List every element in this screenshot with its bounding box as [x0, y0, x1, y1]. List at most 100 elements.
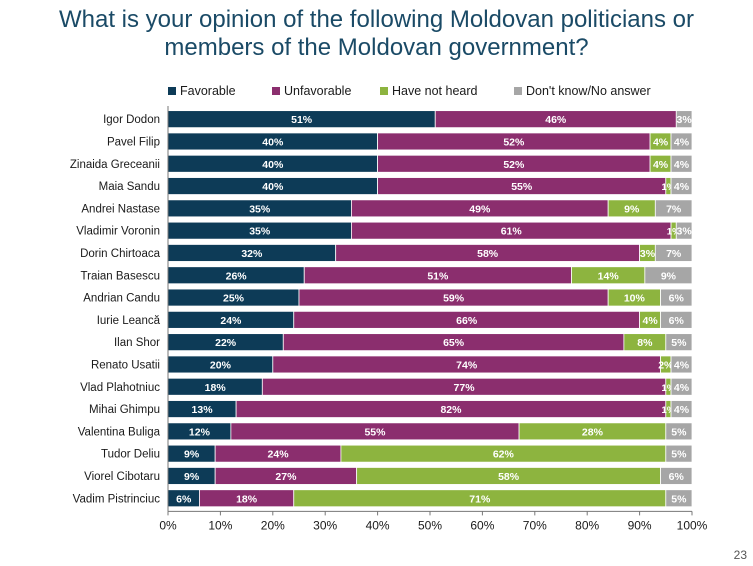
data-label-don-t-know-no-answer-ilan-shor: 5%	[671, 337, 687, 349]
category-label-ilan-shor: Ilan Shor	[114, 337, 160, 349]
legend-item-unfavorable: Unfavorable	[272, 84, 351, 98]
data-label-unfavorable-valentina-buliga: 55%	[364, 426, 386, 438]
data-label-have-not-heard-maia-sandu: 1%	[662, 182, 676, 193]
data-label-have-not-heard-valentina-buliga: 28%	[582, 426, 604, 438]
data-label-unfavorable-andrian-candu: 59%	[443, 293, 465, 305]
bar-don-t-know-no-answer-pavel-filip	[670, 132, 693, 151]
data-label-have-not-heard-pavel-filip: 4%	[653, 136, 669, 148]
x-tick-label-0: 0%	[159, 518, 177, 532]
data-label-don-t-know-no-answer-mihai-ghimpu: 4%	[674, 404, 690, 416]
category-label-vlad-plahotniuc: Vlad Plahotniuc	[80, 382, 160, 394]
legend-swatch-have-not-heard	[380, 87, 388, 95]
bar-don-t-know-no-answer-ilan-shor	[665, 333, 693, 352]
legend-swatch-unfavorable	[272, 87, 280, 95]
data-label-don-t-know-no-answer-viorel-cibotaru: 6%	[669, 471, 685, 483]
legend-item-don-t-know-no-answer: Don't know/No answer	[514, 84, 651, 98]
bar-don-t-know-no-answer-renato-usatii	[670, 355, 693, 374]
data-label-favorable-iurie-leanc: 24%	[220, 315, 242, 327]
category-label-pavel-filip: Pavel Filip	[107, 136, 160, 148]
data-label-have-not-heard-vadim-pistrinciuc: 71%	[469, 493, 491, 505]
legend-swatch-don-t-know-no-answer	[514, 87, 522, 95]
data-label-don-t-know-no-answer-andrian-candu: 6%	[669, 293, 685, 305]
data-label-unfavorable-andrei-nastase: 49%	[469, 203, 491, 215]
x-tick-label-80: 80%	[575, 518, 599, 532]
bar-don-t-know-no-answer-igor-dodon	[675, 110, 693, 129]
data-label-favorable-vlad-plahotniuc: 18%	[205, 382, 227, 394]
data-label-unfavorable-zinaida-greceanii: 52%	[503, 159, 525, 171]
category-label-tudor-deliu: Tudor Deliu	[101, 449, 160, 461]
data-label-don-t-know-no-answer-andrei-nastase: 7%	[666, 203, 682, 215]
data-label-have-not-heard-zinaida-greceanii: 4%	[653, 159, 669, 171]
legend-item-have-not-heard: Have not heard	[380, 84, 477, 98]
data-label-unfavorable-maia-sandu: 55%	[511, 181, 533, 193]
data-label-have-not-heard-andrian-candu: 10%	[624, 293, 646, 305]
x-tick-label-30: 30%	[313, 518, 337, 532]
data-label-favorable-maia-sandu: 40%	[262, 181, 284, 193]
data-label-favorable-ilan-shor: 22%	[215, 337, 237, 349]
bar-don-t-know-no-answer-andrei-nastase	[654, 199, 693, 218]
category-label-vladimir-voronin: Vladimir Voronin	[76, 226, 160, 238]
data-label-unfavorable-iurie-leanc: 66%	[456, 315, 478, 327]
category-label-igor-dodon: Igor Dodon	[103, 114, 160, 126]
legend-label-favorable: Favorable	[180, 84, 236, 98]
bar-don-t-know-no-answer-traian-basescu	[644, 266, 693, 285]
category-label-viorel-cibotaru: Viorel Cibotaru	[84, 471, 160, 483]
category-label-vadim-pistrinciuc: Vadim Pistrinciuc	[73, 493, 161, 505]
bar-don-t-know-no-answer-vlad-plahotniuc	[670, 377, 693, 396]
data-label-favorable-zinaida-greceanii: 40%	[262, 159, 284, 171]
legend-swatch-favorable	[168, 87, 176, 95]
data-label-have-not-heard-tudor-deliu: 62%	[493, 449, 515, 461]
legend-item-favorable: Favorable	[168, 84, 236, 98]
data-label-don-t-know-no-answer-vlad-plahotniuc: 4%	[674, 382, 690, 394]
bar-don-t-know-no-answer-mihai-ghimpu	[670, 400, 693, 418]
data-label-unfavorable-dorin-chirtoaca: 58%	[477, 248, 499, 260]
data-label-unfavorable-ilan-shor: 65%	[443, 337, 465, 349]
bar-don-t-know-no-answer-dorin-chirtoaca	[654, 244, 693, 262]
bar-don-t-know-no-answer-iurie-leanc	[660, 310, 693, 329]
data-label-unfavorable-mihai-ghimpu: 82%	[440, 404, 462, 416]
data-label-don-t-know-no-answer-valentina-buliga: 5%	[671, 426, 687, 438]
data-label-have-not-heard-viorel-cibotaru: 58%	[498, 471, 520, 483]
data-label-have-not-heard-traian-basescu: 14%	[598, 270, 620, 282]
data-label-don-t-know-no-answer-iurie-leanc: 6%	[669, 315, 685, 327]
data-label-don-t-know-no-answer-traian-basescu: 9%	[661, 270, 677, 282]
legend-label-have-not-heard: Have not heard	[392, 84, 478, 98]
data-label-don-t-know-no-answer-vladimir-voronin: 3%	[677, 226, 693, 238]
data-label-favorable-mihai-ghimpu: 13%	[192, 404, 214, 416]
data-label-have-not-heard-renato-usatii: 2%	[658, 359, 674, 371]
bar-don-t-know-no-answer-zinaida-greceanii	[670, 154, 693, 173]
category-label-andrei-nastase: Andrei Nastase	[81, 203, 160, 215]
category-label-mihai-ghimpu: Mihai Ghimpu	[89, 404, 160, 416]
data-label-have-not-heard-vladimir-voronin: 1%	[667, 227, 681, 238]
category-label-traian-basescu: Traian Basescu	[81, 270, 160, 282]
data-label-have-not-heard-ilan-shor: 8%	[637, 337, 653, 349]
data-label-favorable-traian-basescu: 26%	[226, 270, 248, 282]
chart-title: What is your opinion of the following Mo…	[0, 6, 753, 62]
x-tick-label-90: 90%	[628, 518, 652, 532]
category-label-maia-sandu: Maia Sandu	[99, 181, 160, 193]
bar-don-t-know-no-answer-vladimir-voronin	[675, 221, 693, 240]
bar-don-t-know-no-answer-valentina-buliga	[665, 422, 693, 441]
x-tick-label-60: 60%	[470, 518, 494, 532]
x-tick-label-50: 50%	[418, 518, 442, 532]
data-label-don-t-know-no-answer-zinaida-greceanii: 4%	[674, 159, 690, 171]
data-label-favorable-viorel-cibotaru: 9%	[184, 471, 200, 483]
category-label-renato-usatii: Renato Usatii	[91, 359, 160, 371]
bar-don-t-know-no-answer-andrian-candu	[660, 288, 693, 307]
data-label-favorable-valentina-buliga: 12%	[189, 426, 211, 438]
data-label-don-t-know-no-answer-tudor-deliu: 5%	[671, 449, 687, 461]
data-label-don-t-know-no-answer-pavel-filip: 4%	[674, 136, 690, 148]
data-label-unfavorable-vadim-pistrinciuc: 18%	[236, 493, 258, 505]
data-label-unfavorable-vladimir-voronin: 61%	[501, 226, 523, 238]
category-label-andrian-candu: Andrian Candu	[83, 293, 160, 305]
data-label-don-t-know-no-answer-maia-sandu: 4%	[674, 181, 690, 193]
data-label-favorable-pavel-filip: 40%	[262, 136, 284, 148]
x-tick-label-100: 100%	[677, 518, 708, 532]
data-label-favorable-tudor-deliu: 9%	[184, 449, 200, 461]
category-label-iurie-leanc: Iurie Leancă	[97, 315, 161, 327]
data-label-don-t-know-no-answer-igor-dodon: 3%	[677, 114, 693, 126]
data-label-favorable-vladimir-voronin: 35%	[249, 226, 271, 238]
data-label-have-not-heard-iurie-leanc: 4%	[642, 315, 658, 327]
data-label-favorable-andrian-candu: 25%	[223, 293, 245, 305]
